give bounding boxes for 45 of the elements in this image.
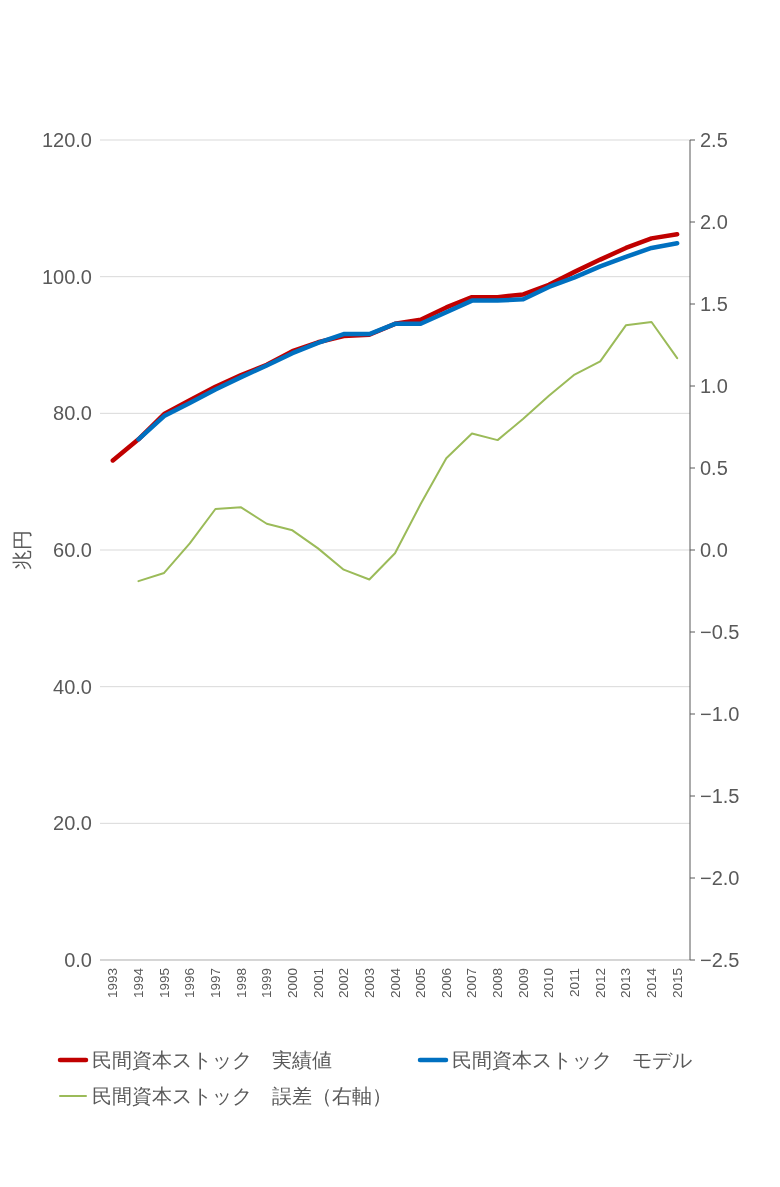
y-tick-label: 0.0: [64, 949, 92, 971]
y2-tick-label: 2.5: [700, 129, 728, 151]
x-tick-label: 2014: [644, 967, 660, 999]
x-tick-label: 2013: [618, 968, 634, 999]
x-tick-label: 2008: [490, 968, 506, 999]
x-tick-label: 1993: [105, 968, 121, 999]
legend-label: 民間資本ストック 誤差（右軸）: [92, 1085, 392, 1107]
x-tick-label: 2012: [592, 968, 608, 999]
y-tick-label: 40.0: [53, 675, 92, 698]
x-tick-label: 2010: [541, 968, 557, 999]
x-tick-label: 2003: [361, 968, 377, 999]
x-tick-label: 2011: [567, 968, 583, 998]
y-tick-label: 20.0: [53, 812, 92, 835]
x-tick-label: 2009: [515, 968, 531, 999]
y2-tick-label: 1.0: [700, 375, 728, 397]
x-tick-label: 2006: [438, 968, 454, 999]
x-tick-label: 2001: [310, 968, 326, 999]
y-axis-title: 兆円: [11, 530, 33, 570]
y2-tick-label: 0.5: [700, 457, 728, 479]
x-tick-label: 1998: [233, 968, 249, 999]
x-tick-label: 1994: [130, 967, 146, 999]
x-tick-label: 1995: [156, 968, 172, 999]
x-tick-label: 1997: [207, 968, 223, 999]
x-tick-label: 2000: [284, 968, 300, 999]
x-tick-label: 2007: [464, 968, 480, 999]
x-tick-label: 2015: [669, 968, 685, 999]
y2-tick-label: −2.0: [700, 867, 740, 889]
y2-tick-label: 1.5: [700, 293, 728, 315]
x-tick-label: 1999: [259, 968, 275, 999]
y-tick-label: 80.0: [53, 402, 92, 425]
legend-label: 民間資本ストック モデル: [452, 1049, 692, 1071]
y2-tick-label: 0.0: [700, 539, 728, 561]
y-tick-label: 100.0: [41, 265, 92, 288]
y2-tick-label: −1.5: [700, 785, 740, 807]
x-tick-label: 2002: [336, 968, 352, 999]
y-tick-label: 60.0: [53, 539, 92, 561]
y2-tick-label: −1.0: [700, 703, 740, 725]
x-tick-label: 2005: [413, 968, 429, 999]
legend-label: 民間資本ストック 実績値: [92, 1049, 332, 1071]
y2-tick-label: 2.0: [700, 211, 728, 233]
y2-tick-label: −0.5: [700, 621, 740, 643]
x-tick-label: 1996: [182, 968, 198, 999]
y2-tick-label: −2.5: [700, 949, 740, 971]
x-tick-label: 2004: [387, 967, 403, 999]
y-tick-label: 120.0: [41, 129, 92, 151]
